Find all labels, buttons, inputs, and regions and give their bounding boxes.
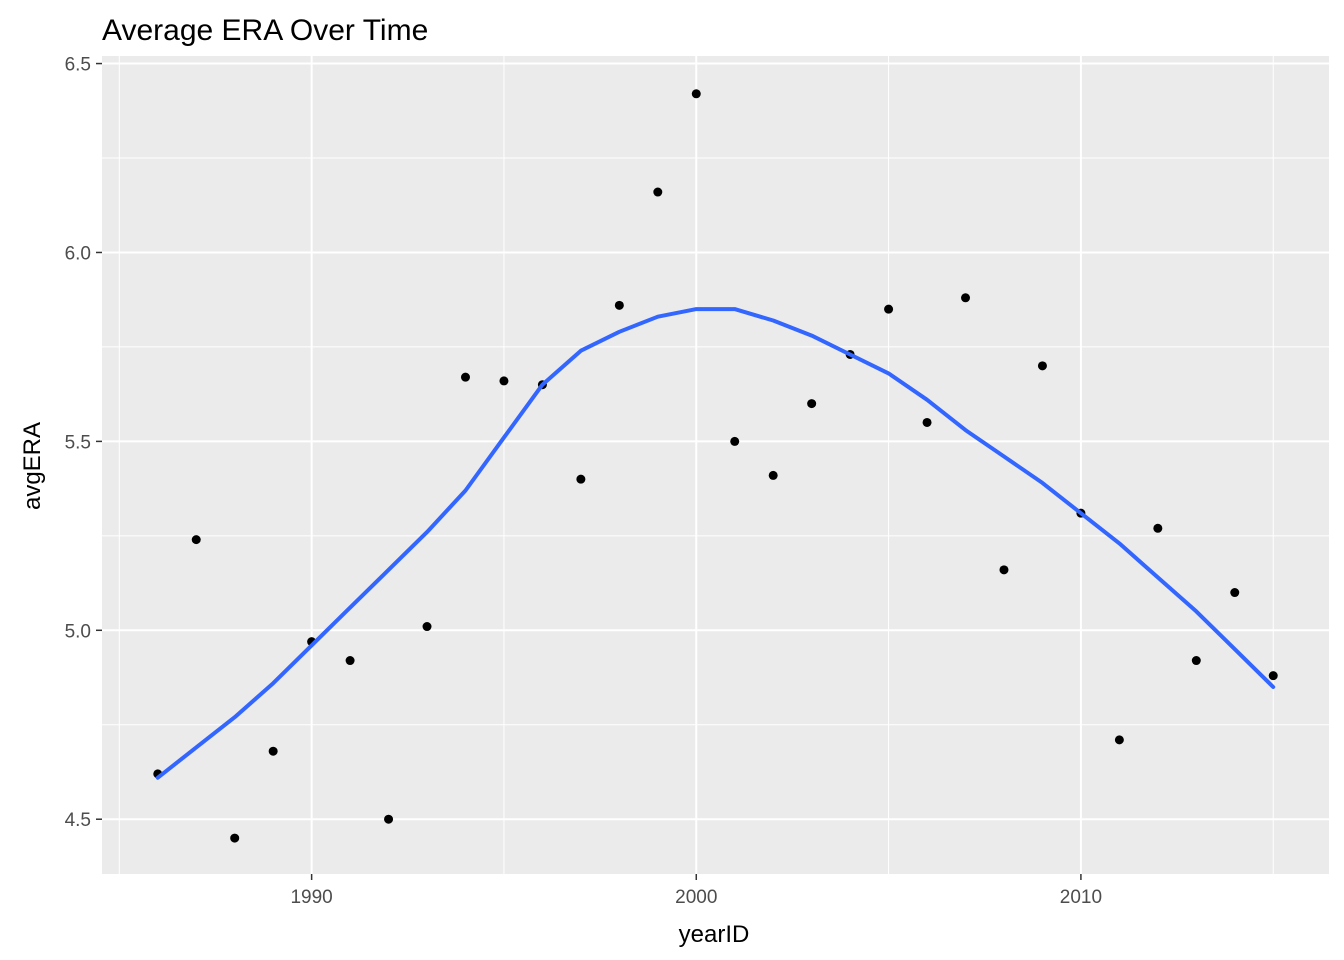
smooth-line — [155, 307, 1276, 780]
data-point — [499, 376, 509, 386]
data-point — [1230, 588, 1240, 598]
data-point — [614, 300, 624, 310]
data-point — [653, 187, 663, 197]
data-point — [230, 833, 240, 843]
data-point — [730, 436, 740, 446]
data-point — [807, 399, 817, 409]
x-tick-label: 1990 — [290, 887, 332, 908]
data-point — [460, 372, 470, 382]
data-point — [576, 474, 586, 484]
axes: 1990 2000 2010 4.5 5.0 5.5 6.0 6.5 — [65, 55, 1102, 908]
data-point — [1153, 523, 1163, 533]
x-tick-label: 2010 — [1060, 887, 1102, 908]
x-axis-title: yearID — [679, 921, 750, 948]
y-tick-label: 6.5 — [65, 55, 91, 76]
data-point — [691, 89, 701, 99]
data-point — [768, 470, 778, 480]
data-point — [961, 293, 971, 303]
y-tick-label: 6.0 — [65, 243, 91, 264]
data-point — [384, 814, 394, 824]
data-point — [345, 656, 355, 666]
data-point — [1037, 361, 1047, 371]
y-tick-label: 5.5 — [65, 432, 91, 453]
chart-title: Average ERA Over Time — [102, 14, 428, 47]
plot-panel — [102, 56, 1329, 874]
y-axis-title: avgERA — [19, 422, 46, 510]
data-point — [191, 535, 201, 545]
data-point — [268, 746, 278, 756]
data-point — [999, 565, 1009, 575]
minor-gridlines — [102, 56, 1329, 874]
data-point — [884, 304, 894, 314]
data-point — [422, 622, 432, 632]
major-gridlines — [102, 56, 1329, 874]
data-point — [922, 417, 932, 427]
x-tick-label: 2000 — [675, 887, 717, 908]
data-point — [1268, 671, 1278, 681]
data-marks — [153, 89, 1278, 843]
data-point — [1114, 735, 1124, 745]
data-point — [1191, 656, 1201, 666]
y-tick-label: 4.5 — [65, 810, 91, 831]
y-tick-label: 5.0 — [65, 621, 91, 642]
